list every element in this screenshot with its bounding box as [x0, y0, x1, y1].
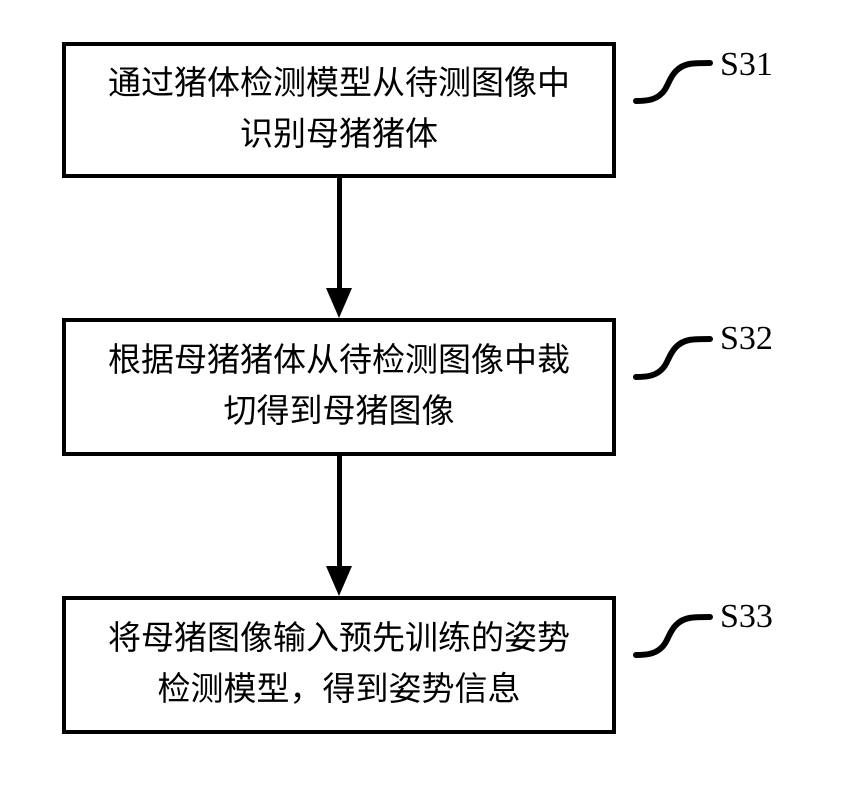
node-text: 根据母猪猪体从待检测图像中裁切得到母猪图像 — [108, 336, 570, 438]
step-label-text: S33 — [720, 598, 773, 635]
step-label-text: S31 — [720, 46, 773, 83]
flowchart-arrow-2-head — [326, 566, 352, 596]
step-label-s33: S33 — [720, 598, 773, 636]
step-label-s31: S31 — [720, 46, 773, 84]
flowchart-arrow-1-head — [326, 288, 352, 318]
step-label-s32: S32 — [720, 320, 773, 358]
flowchart-canvas: 通过猪体检测模型从待测图像中识别母猪猪体 S31 根据母猪猪体从待检测图像中裁切… — [0, 0, 854, 799]
flowchart-node-s33: 将母猪图像输入预先训练的姿势检测模型，得到姿势信息 — [62, 596, 616, 734]
brace-connector-s32 — [632, 319, 716, 385]
step-label-text: S32 — [720, 320, 773, 357]
brace-connector-s31 — [632, 43, 716, 109]
flowchart-arrow-2-shaft — [337, 456, 342, 566]
flowchart-node-s31: 通过猪体检测模型从待测图像中识别母猪猪体 — [62, 42, 616, 178]
flowchart-node-s32: 根据母猪猪体从待检测图像中裁切得到母猪图像 — [62, 318, 616, 456]
flowchart-arrow-1-shaft — [337, 178, 342, 288]
node-text: 将母猪图像输入预先训练的姿势检测模型，得到姿势信息 — [108, 614, 570, 716]
brace-connector-s33 — [632, 597, 716, 663]
node-text: 通过猪体检测模型从待测图像中识别母猪猪体 — [108, 59, 570, 161]
